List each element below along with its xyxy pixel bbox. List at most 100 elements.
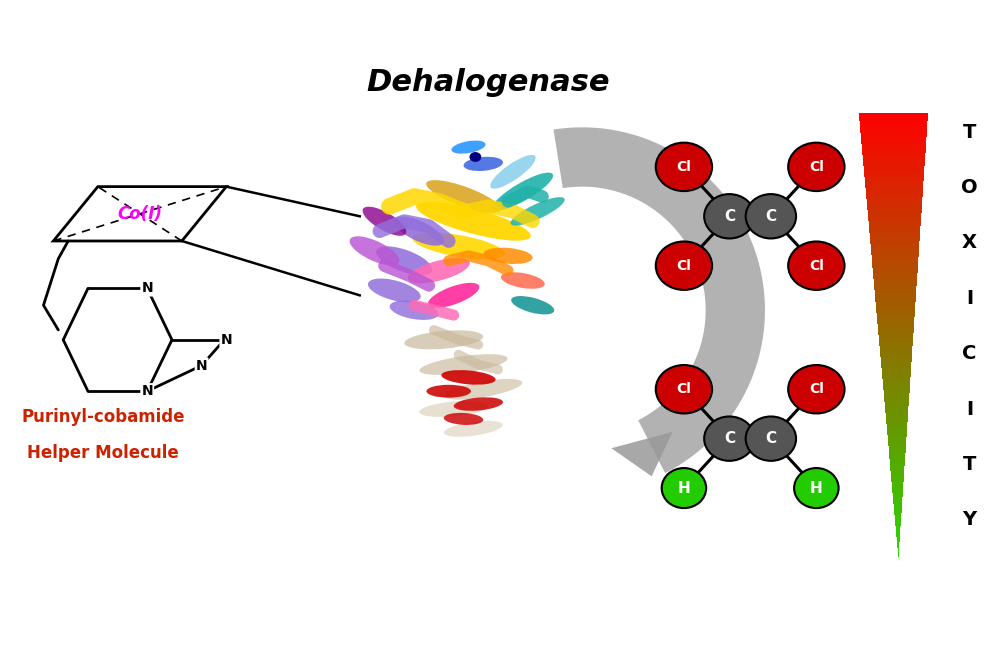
Bar <box>877 319 914 322</box>
Bar <box>861 142 926 144</box>
Bar <box>875 291 916 292</box>
Ellipse shape <box>363 207 406 236</box>
Ellipse shape <box>454 397 503 411</box>
Ellipse shape <box>444 379 522 400</box>
Bar <box>892 484 903 486</box>
Bar <box>870 233 920 235</box>
Bar <box>866 197 922 200</box>
Bar <box>879 344 913 346</box>
Bar <box>867 206 922 208</box>
Bar <box>880 350 912 353</box>
Ellipse shape <box>419 401 488 417</box>
Ellipse shape <box>394 216 444 246</box>
Bar <box>878 324 914 326</box>
Bar <box>897 546 899 549</box>
Text: Co(I): Co(I) <box>117 205 162 223</box>
Bar <box>867 200 922 201</box>
Bar <box>887 428 907 430</box>
Bar <box>890 460 905 461</box>
Bar <box>891 480 904 482</box>
Ellipse shape <box>408 258 470 283</box>
Text: T: T <box>963 455 976 474</box>
Ellipse shape <box>493 173 553 211</box>
Bar <box>871 248 919 250</box>
Bar <box>897 538 900 540</box>
Bar <box>886 419 908 422</box>
Text: N: N <box>141 384 153 398</box>
Bar <box>885 404 909 406</box>
Bar <box>893 502 902 504</box>
Polygon shape <box>611 432 672 476</box>
Bar <box>892 488 903 491</box>
Bar <box>873 277 917 280</box>
Ellipse shape <box>656 365 712 413</box>
Text: N: N <box>221 333 232 347</box>
Polygon shape <box>554 127 765 473</box>
Ellipse shape <box>788 142 845 191</box>
Bar <box>893 495 903 497</box>
Bar <box>890 468 904 471</box>
Bar <box>869 226 920 228</box>
Text: C: C <box>724 209 735 224</box>
Bar <box>891 475 904 477</box>
Bar <box>890 464 905 466</box>
Bar <box>891 473 904 475</box>
Bar <box>886 417 908 419</box>
Bar <box>895 524 901 526</box>
Bar <box>872 264 918 266</box>
Text: Cl: Cl <box>676 259 691 273</box>
Bar <box>889 453 905 455</box>
Bar <box>864 172 924 175</box>
Text: X: X <box>962 233 977 252</box>
Bar <box>895 519 901 522</box>
Bar <box>890 462 905 464</box>
Bar <box>885 406 908 408</box>
Ellipse shape <box>350 237 400 265</box>
Ellipse shape <box>788 242 845 290</box>
Bar <box>895 515 901 517</box>
Text: Dehalogenase: Dehalogenase <box>366 68 610 98</box>
Bar <box>861 139 926 142</box>
Bar <box>888 439 906 441</box>
Text: Cl: Cl <box>809 382 824 396</box>
Bar <box>875 297 916 299</box>
Bar <box>873 270 918 272</box>
Bar <box>859 117 928 119</box>
Bar <box>897 540 900 541</box>
Bar <box>886 413 908 415</box>
Bar <box>862 146 926 148</box>
Ellipse shape <box>746 417 796 461</box>
Ellipse shape <box>464 157 503 171</box>
Ellipse shape <box>451 140 486 153</box>
Bar <box>872 259 918 261</box>
Bar <box>865 177 924 179</box>
Bar <box>879 339 913 341</box>
Ellipse shape <box>412 233 505 259</box>
Ellipse shape <box>794 468 839 508</box>
Bar <box>887 430 907 433</box>
Bar <box>859 119 928 122</box>
Bar <box>894 510 902 513</box>
Bar <box>875 292 916 295</box>
Ellipse shape <box>656 242 712 290</box>
Bar <box>876 311 915 313</box>
Bar <box>863 164 925 166</box>
Bar <box>878 328 914 330</box>
Bar <box>872 257 918 259</box>
Bar <box>892 491 903 493</box>
Bar <box>866 192 923 195</box>
Ellipse shape <box>704 194 755 239</box>
Text: I: I <box>966 289 973 308</box>
Text: N: N <box>141 281 153 296</box>
Bar <box>862 150 926 153</box>
Text: I: I <box>966 400 973 419</box>
Bar <box>896 530 900 533</box>
Bar <box>861 137 926 139</box>
Text: Y: Y <box>962 510 977 529</box>
Bar <box>863 159 925 161</box>
Bar <box>878 330 914 333</box>
Bar <box>860 122 927 124</box>
Ellipse shape <box>419 354 508 375</box>
Bar <box>864 168 924 170</box>
Bar <box>872 255 919 257</box>
